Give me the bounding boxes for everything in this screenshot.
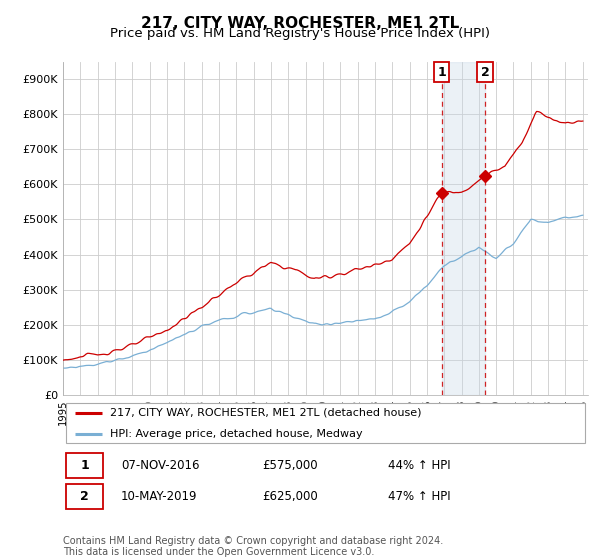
Text: 2: 2 (80, 491, 89, 503)
Text: 47% ↑ HPI: 47% ↑ HPI (389, 491, 451, 503)
Text: HPI: Average price, detached house, Medway: HPI: Average price, detached house, Medw… (110, 429, 363, 439)
Text: £625,000: £625,000 (263, 491, 318, 503)
Text: Price paid vs. HM Land Registry's House Price Index (HPI): Price paid vs. HM Land Registry's House … (110, 27, 490, 40)
Text: £575,000: £575,000 (263, 459, 318, 472)
FancyBboxPatch shape (65, 484, 103, 510)
Text: 10-MAY-2019: 10-MAY-2019 (121, 491, 197, 503)
FancyBboxPatch shape (65, 453, 103, 478)
Text: Contains HM Land Registry data © Crown copyright and database right 2024.
This d: Contains HM Land Registry data © Crown c… (63, 535, 443, 557)
Text: 2: 2 (481, 66, 490, 78)
Text: 217, CITY WAY, ROCHESTER, ME1 2TL: 217, CITY WAY, ROCHESTER, ME1 2TL (141, 16, 459, 31)
Text: 1: 1 (80, 459, 89, 472)
Text: 44% ↑ HPI: 44% ↑ HPI (389, 459, 451, 472)
Text: 217, CITY WAY, ROCHESTER, ME1 2TL (detached house): 217, CITY WAY, ROCHESTER, ME1 2TL (detac… (110, 408, 422, 418)
Text: 07-NOV-2016: 07-NOV-2016 (121, 459, 199, 472)
FancyBboxPatch shape (65, 403, 586, 444)
Bar (442, 62, 485, 395)
Text: 1: 1 (437, 66, 446, 78)
